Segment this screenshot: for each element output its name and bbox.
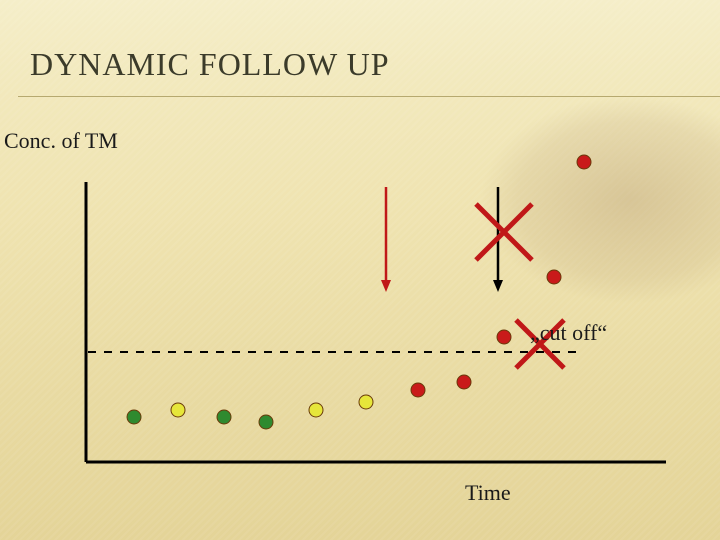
data-point-6 bbox=[411, 383, 425, 397]
cutoff-label: „cut off“ bbox=[530, 320, 607, 346]
data-point-9 bbox=[547, 270, 561, 284]
data-point-3 bbox=[259, 415, 273, 429]
x-axis-label: Time bbox=[465, 480, 511, 506]
slide-title: DYNAMIC FOLLOW UP bbox=[30, 46, 390, 83]
data-point-2 bbox=[217, 410, 231, 424]
data-point-0 bbox=[127, 410, 141, 424]
data-point-7 bbox=[457, 375, 471, 389]
data-point-1 bbox=[171, 403, 185, 417]
data-point-4 bbox=[309, 403, 323, 417]
data-point-8 bbox=[497, 330, 511, 344]
data-point-5 bbox=[359, 395, 373, 409]
arrow-0 bbox=[381, 187, 391, 292]
y-axis-label: Conc. of TM bbox=[4, 128, 118, 154]
slide: DYNAMIC FOLLOW UP Conc. of TM „cut off“ … bbox=[0, 0, 720, 540]
data-point-10 bbox=[577, 155, 591, 169]
title-underline bbox=[18, 96, 720, 97]
cross-mark-0 bbox=[476, 204, 532, 260]
